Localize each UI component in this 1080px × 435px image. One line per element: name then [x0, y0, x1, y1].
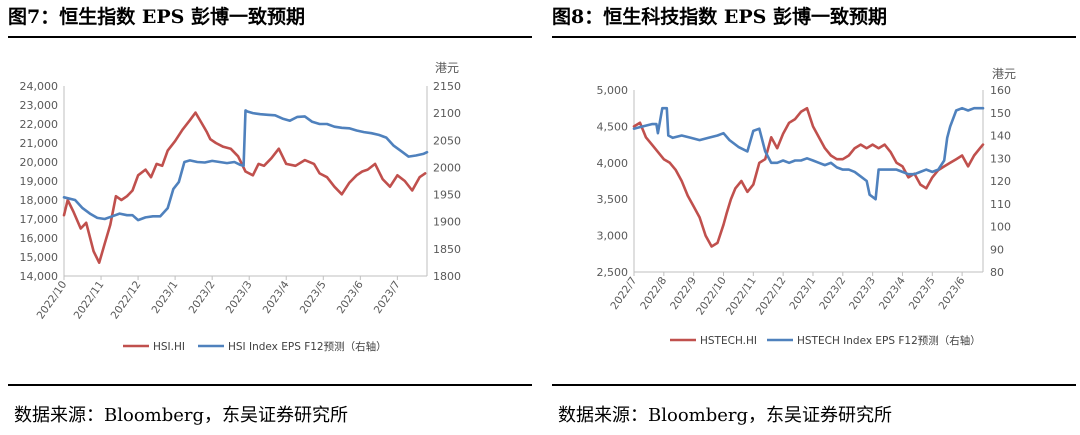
y-right-tick-label: 80 — [990, 266, 1004, 279]
data-source: 数据来源：Bloomberg，东吴证券研究所 — [558, 405, 893, 426]
x-tick-label: 2023/2 — [187, 279, 218, 316]
figure-title: 图8：恒生科技指数 EPS 彭博一致预期 — [552, 6, 887, 28]
y-left-tick-label: 22,000 — [20, 118, 59, 131]
y-left-tick-label: 4,000 — [597, 157, 629, 170]
y-right-tick-label: 110 — [990, 198, 1011, 211]
y-right-tick-label: 2050 — [433, 134, 461, 147]
y-left-tick-label: 3,500 — [597, 193, 629, 206]
chart-panel-right: 图8：恒生科技指数 EPS 彭博一致预期 2,500 3,000 3,500 4,00… — [552, 0, 1076, 435]
y-right-tick-label: 2000 — [433, 161, 461, 174]
legend-label: HSTECH Index EPS F12预测（右轴） — [797, 334, 981, 347]
x-tick-label: 2023/6 — [937, 275, 968, 312]
y-left-tick-label: 5,000 — [597, 84, 629, 97]
y-right-tick-label: 120 — [990, 175, 1011, 188]
y-right-tick-label: 1800 — [433, 270, 461, 283]
series-line-index — [632, 106, 985, 248]
chart-panel-left: 图7：恒生指数 EPS 彭博一致预期 14,000 15,000 16,000 17,… — [8, 0, 532, 435]
legend-label: HSI Index EPS F12预测（右轴） — [228, 340, 387, 353]
y-left-tick-label: 21,000 — [20, 137, 59, 150]
line-chart: 2,500 3,000 3,500 4,000 4,500 5,000 80 90 100 110… — [597, 67, 1017, 347]
x-tick-label: 2022/12 — [109, 279, 144, 322]
series-line-eps — [62, 109, 429, 222]
y-left-tick-label: 24,000 — [20, 80, 59, 93]
top-rule — [8, 36, 532, 38]
x-tick-label: 2023/4 — [877, 275, 908, 312]
y-right-tick-label: 140 — [990, 130, 1011, 143]
x-tick-label: 2022/8 — [638, 275, 669, 312]
figure-title: 图7：恒生指数 EPS 彭博一致预期 — [8, 6, 305, 28]
y-right-tick-label: 100 — [990, 221, 1011, 234]
y-left-tick-label: 14,000 — [20, 270, 59, 283]
x-tick-label: 2022/11 — [72, 279, 107, 322]
legend-label: HSTECH.HI — [700, 335, 757, 347]
y-left-tick-label: 16,000 — [20, 232, 59, 245]
y-right-tick-label: 2150 — [433, 80, 461, 93]
data-source: 数据来源：Bloomberg，东吴证券研究所 — [14, 405, 349, 426]
bottom-rule — [552, 384, 1076, 386]
x-tick-label: 2022/9 — [668, 275, 699, 312]
y-right-tick-label: 2100 — [433, 107, 461, 120]
x-tick-label: 2023/5 — [298, 279, 329, 316]
series-line-index — [62, 111, 427, 264]
y-left-tick-label: 3,000 — [597, 230, 629, 243]
top-rule — [552, 36, 1076, 38]
x-tick-label: 2022/12 — [754, 275, 789, 318]
y-left-tick-label: 23,000 — [20, 99, 59, 112]
right-axis-unit: 港元 — [992, 67, 1016, 81]
y-right-tick-label: 1900 — [433, 216, 461, 229]
x-tick-label: 2023/3 — [224, 279, 255, 316]
bottom-rule — [8, 384, 532, 386]
x-tick-label: 2023/5 — [907, 275, 938, 312]
y-left-tick-label: 20,000 — [20, 156, 59, 169]
y-right-tick-label: 130 — [990, 152, 1011, 165]
x-tick-label: 2023/4 — [261, 279, 292, 316]
x-tick-label: 2022/7 — [608, 275, 639, 312]
y-left-tick-label: 18,000 — [20, 194, 59, 207]
y-right-tick-label: 90 — [990, 243, 1004, 256]
y-left-tick-label: 2,500 — [597, 266, 629, 279]
y-left-tick-label: 17,000 — [20, 213, 59, 226]
x-tick-label: 2023/2 — [817, 275, 848, 312]
x-tick-label: 2022/10 — [35, 279, 70, 322]
x-tick-label: 2023/1 — [787, 275, 818, 312]
y-right-tick-label: 1850 — [433, 243, 461, 256]
x-tick-label: 2023/7 — [372, 279, 403, 316]
line-chart: 14,000 15,000 16,000 17,000 18,000 19,000 20,0… — [20, 61, 462, 353]
y-left-tick-label: 15,000 — [20, 251, 59, 264]
y-left-tick-label: 19,000 — [20, 175, 59, 188]
y-right-tick-label: 1950 — [433, 189, 461, 202]
legend-label: HSI.HI — [153, 341, 185, 353]
x-tick-label: 2023/1 — [150, 279, 181, 316]
right-axis-unit: 港元 — [435, 61, 459, 75]
x-tick-label: 2023/3 — [847, 275, 878, 312]
y-right-tick-label: 150 — [990, 107, 1011, 120]
y-left-tick-label: 4,500 — [597, 120, 629, 133]
y-right-tick-label: 160 — [990, 84, 1011, 97]
series-line-eps — [632, 106, 985, 201]
x-tick-label: 2023/6 — [335, 279, 366, 316]
